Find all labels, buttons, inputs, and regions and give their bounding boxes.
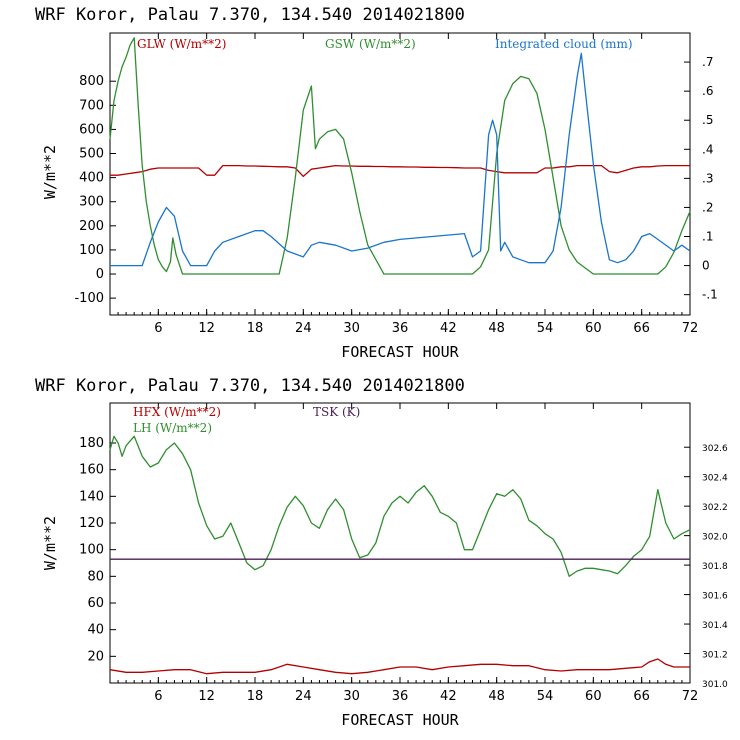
y-tick-label: 700 [79, 98, 104, 113]
x-tick-label: 48 [488, 689, 505, 704]
y2-tick-label: 301.0 [702, 680, 728, 690]
y-tick-label: 180 [79, 436, 104, 451]
series-line-integrated [110, 52, 691, 267]
x-tick-label: 60 [585, 689, 602, 704]
legend-entry: Integrated cloud (mm) [495, 37, 633, 51]
x-tick-label: 42 [440, 321, 457, 336]
x-tick-label: 6 [154, 321, 162, 336]
y2-tick-label: .5 [702, 113, 713, 127]
y-axis-label: W/m**2 [41, 145, 59, 199]
y-tick-label: 100 [79, 543, 104, 558]
y2-tick-label: 302.2 [702, 503, 728, 513]
y-tick-label: 140 [79, 489, 104, 504]
y-tick-label: 800 [79, 74, 104, 89]
y2-tick-label: 301.8 [702, 562, 728, 572]
x-tick-label: 24 [295, 321, 312, 336]
y-tick-label: 160 [79, 463, 104, 478]
plot-frame [109, 402, 691, 684]
x-axis-label: FORECAST HOUR [341, 711, 459, 729]
chart-title: WRF Koror, Palau 7.370, 134.540 20140218… [35, 5, 465, 25]
y-tick-label: 40 [87, 623, 104, 638]
y2-tick-label: .7 [702, 55, 713, 69]
x-tick-label: 12 [198, 321, 215, 336]
y2-tick-label: .3 [702, 171, 713, 185]
series-line-gsw [109, 37, 691, 275]
y2-tick-label: .1 [702, 230, 713, 244]
series-line-lh [109, 435, 691, 577]
x-tick-label: 60 [585, 321, 602, 336]
y-tick-label: -100 [74, 291, 104, 306]
legend-entry: GLW (W/m**2) [137, 37, 226, 51]
series-line-hfx [109, 658, 690, 675]
legend-entry: LH (W/m**2) [133, 421, 212, 435]
y-tick-label: 300 [79, 195, 104, 210]
x-tick-label: 18 [247, 689, 264, 704]
y2-tick-label: .4 [702, 142, 713, 156]
x-tick-label: 48 [488, 321, 505, 336]
y-axis-label: W/m**2 [41, 516, 59, 570]
x-tick-label: 72 [682, 321, 699, 336]
y2-tick-label: 301.4 [702, 621, 728, 631]
y2-tick-label: 302.0 [702, 533, 728, 543]
y-tick-label: 200 [79, 219, 104, 234]
x-tick-label: 36 [392, 689, 409, 704]
y2-tick-label: 302.4 [702, 474, 728, 484]
x-tick-label: 66 [633, 689, 650, 704]
y-tick-label: 60 [87, 596, 104, 611]
x-tick-label: 54 [537, 321, 554, 336]
series-line-glw [110, 164, 690, 178]
y2-tick-label: 0 [702, 259, 710, 273]
x-tick-label: 24 [295, 689, 312, 704]
y-tick-label: 80 [87, 569, 104, 584]
y2-tick-label: .6 [702, 84, 713, 98]
legend-entry: TSK (K) [313, 405, 360, 419]
x-tick-label: 6 [154, 689, 162, 704]
y-tick-label: 100 [79, 243, 104, 258]
x-axis-label: FORECAST HOUR [341, 343, 459, 361]
y-tick-label: 20 [87, 649, 104, 664]
y2-tick-label: -.1 [702, 288, 718, 302]
y2-tick-label: 301.6 [702, 592, 728, 602]
legend-entry: HFX (W/m**2) [133, 405, 221, 419]
x-tick-label: 66 [633, 321, 650, 336]
x-tick-label: 42 [440, 689, 457, 704]
y-tick-label: 120 [79, 516, 104, 531]
x-tick-label: 54 [537, 689, 554, 704]
plot-frame [109, 32, 691, 316]
y-tick-label: 0 [96, 267, 104, 282]
y-tick-label: 600 [79, 122, 104, 137]
y2-tick-label: 302.6 [702, 444, 728, 454]
y-tick-label: 400 [79, 171, 104, 186]
chart-title: WRF Koror, Palau 7.370, 134.540 20140218… [35, 376, 465, 396]
y2-tick-label: .2 [702, 200, 713, 214]
x-tick-label: 36 [392, 321, 409, 336]
x-tick-label: 18 [247, 321, 264, 336]
x-tick-label: 12 [198, 689, 215, 704]
y2-tick-label: 301.2 [702, 651, 728, 661]
x-tick-label: 30 [343, 321, 360, 336]
x-tick-label: 30 [343, 689, 360, 704]
y-tick-label: 500 [79, 147, 104, 162]
legend-entry: GSW (W/m**2) [325, 37, 416, 51]
x-tick-label: 72 [682, 689, 699, 704]
